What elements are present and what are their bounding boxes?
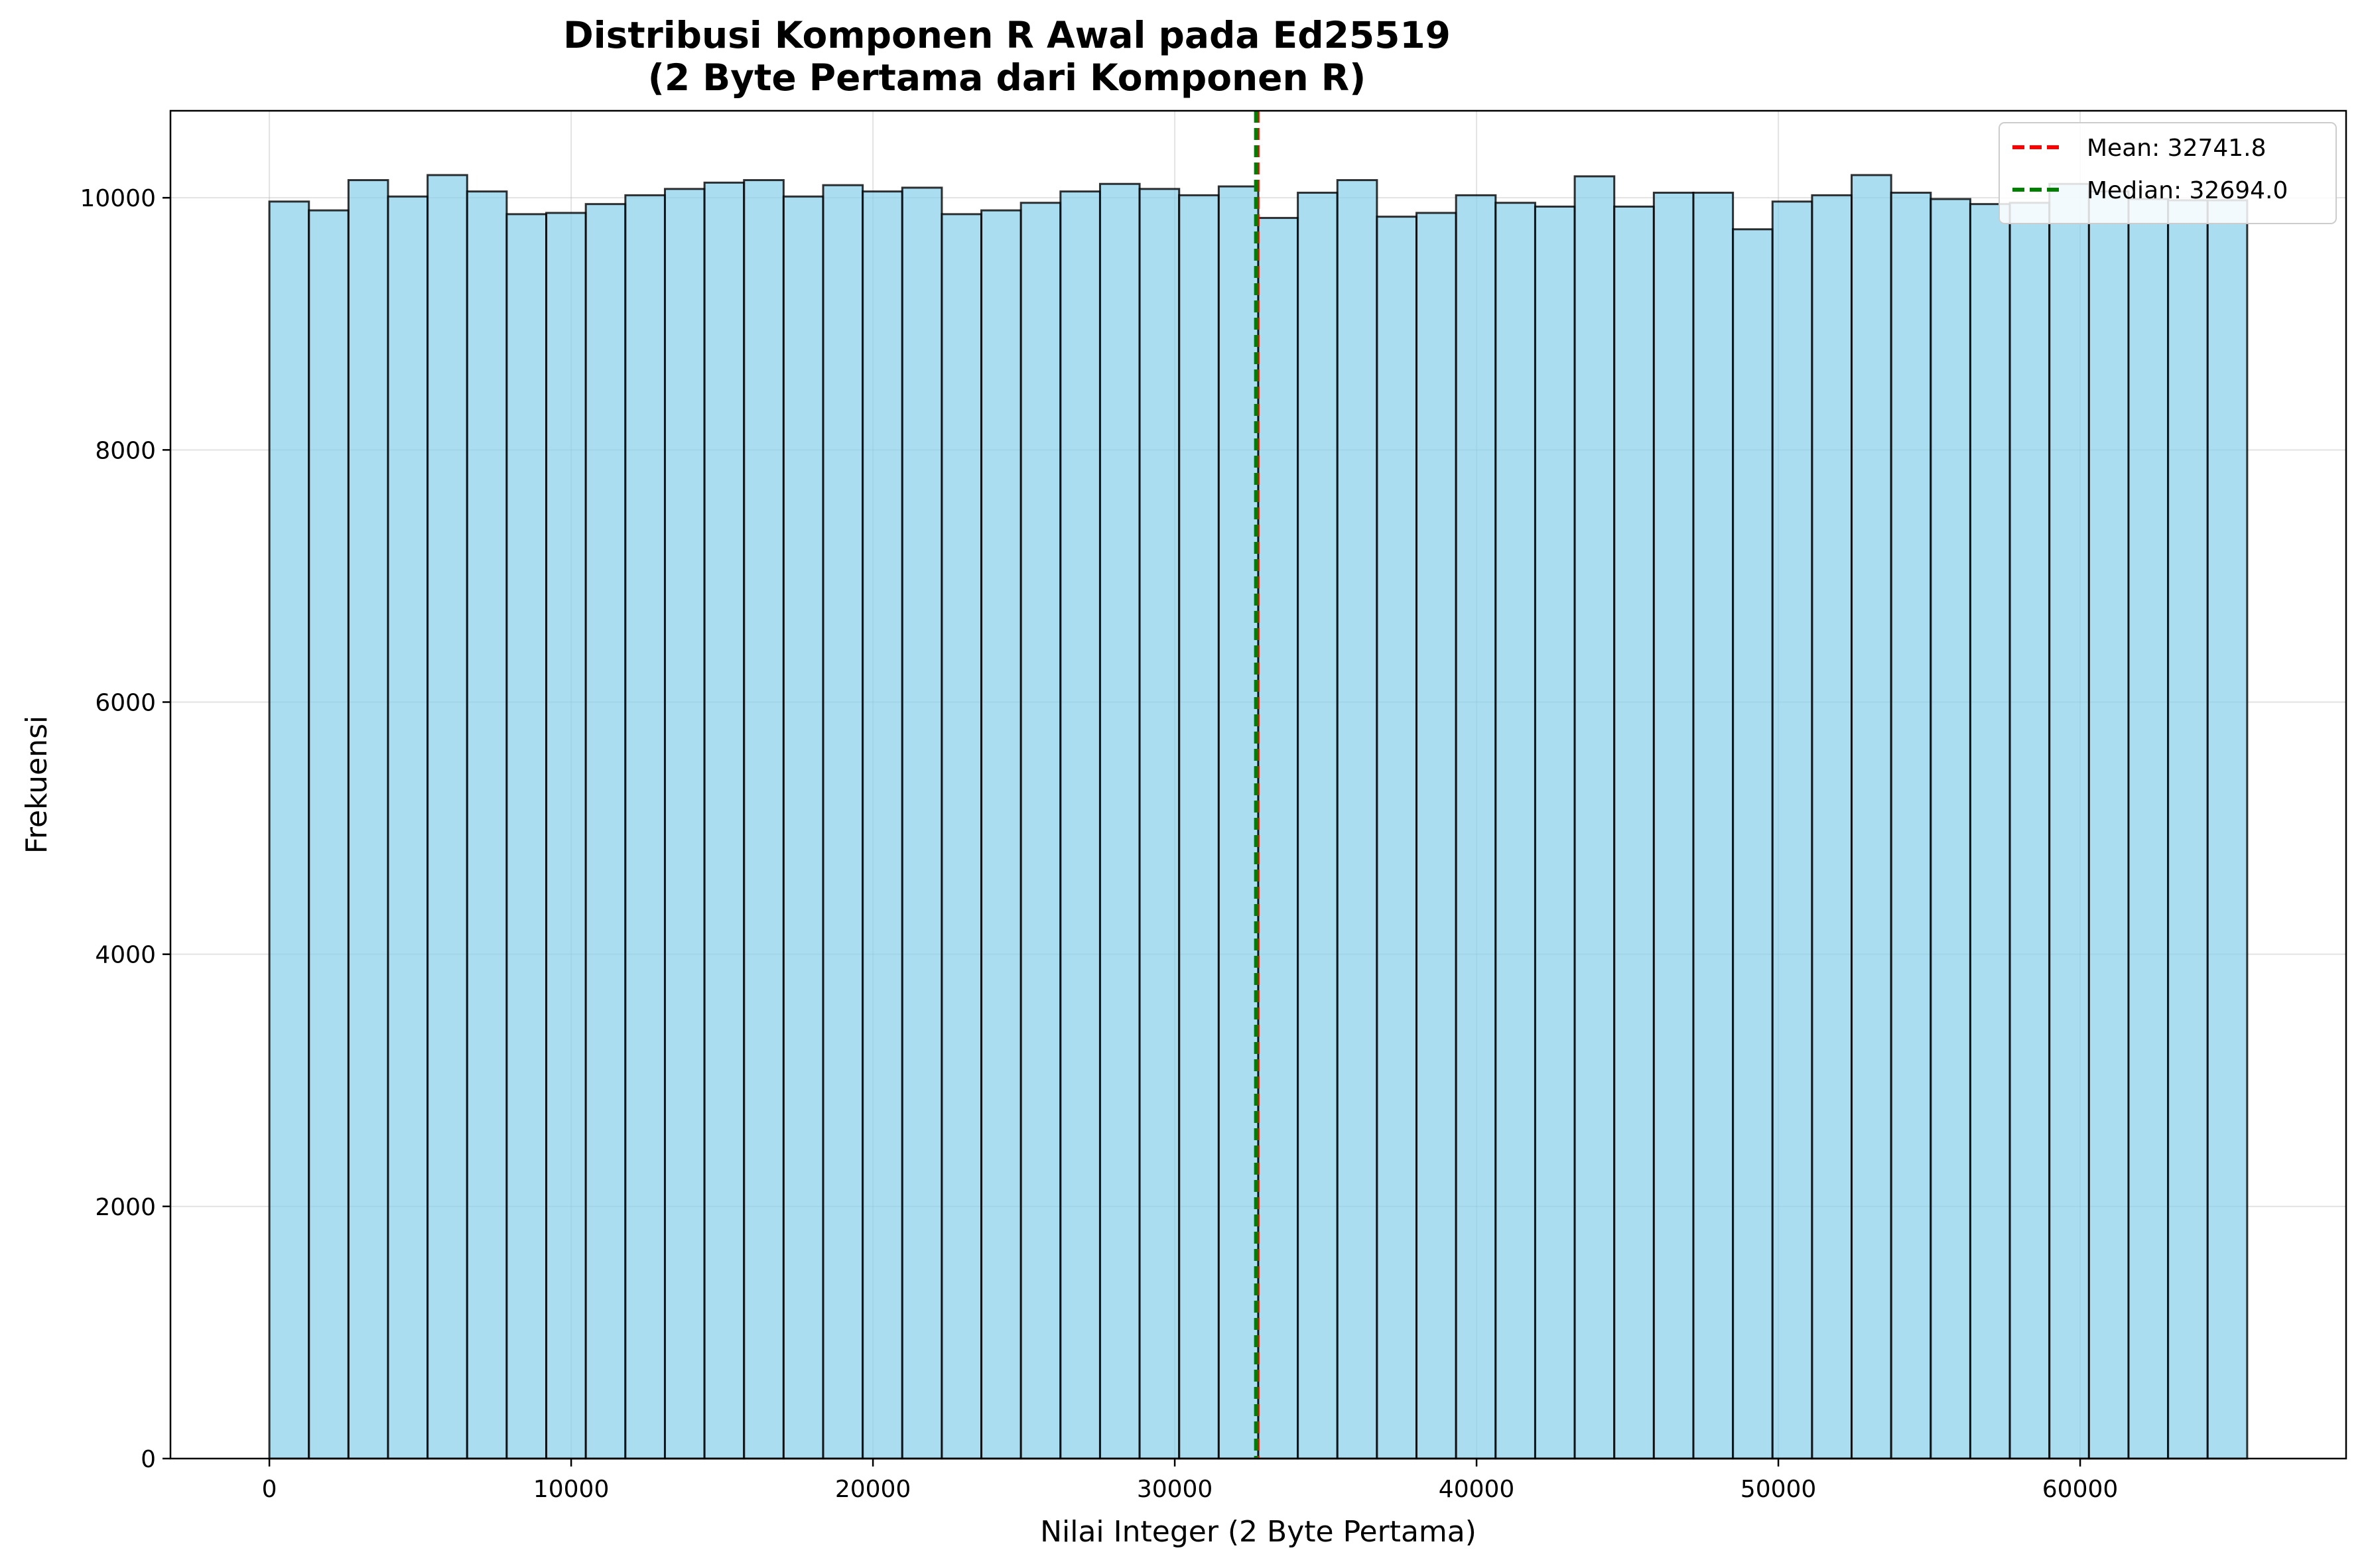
y-tick-label: 6000 bbox=[95, 689, 156, 716]
histogram-bar bbox=[901, 186, 943, 1460]
x-tick-label: 60000 bbox=[2042, 1476, 2119, 1503]
histogram-bar bbox=[1732, 228, 1774, 1460]
histogram-bar bbox=[1257, 217, 1299, 1460]
legend-mean-label: Mean: 32741.8 bbox=[2087, 135, 2266, 162]
x-tick-label: 40000 bbox=[1439, 1476, 1515, 1503]
histogram-bar bbox=[2127, 198, 2170, 1460]
histogram-bar bbox=[1455, 194, 1497, 1460]
legend-box bbox=[1999, 122, 2337, 224]
legend: Mean: 32741.8 Median: 32694.0 bbox=[1999, 122, 2337, 224]
plot-frame bbox=[169, 109, 2347, 1460]
histogram-bar bbox=[427, 174, 468, 1460]
histogram-bar bbox=[2087, 190, 2130, 1460]
histogram-bar bbox=[1890, 192, 1932, 1460]
histogram-bar bbox=[1811, 194, 1853, 1460]
histogram-bar bbox=[268, 200, 310, 1460]
histogram-bar bbox=[2008, 202, 2051, 1460]
histogram-bar bbox=[1969, 203, 2011, 1460]
histogram-bar bbox=[980, 209, 1022, 1460]
histogram-bar bbox=[663, 188, 706, 1460]
chart-subtitle: (2 Byte Pertama dari Komponen R) bbox=[648, 56, 1366, 99]
y-axis-label: Frekuensi bbox=[20, 716, 54, 854]
y-tick-label: 4000 bbox=[95, 942, 156, 969]
histogram-bar bbox=[1178, 194, 1220, 1460]
x-tick-label: 20000 bbox=[835, 1476, 911, 1503]
y-axis-ticks: 0 2000 4000 6000 8000 10000 bbox=[80, 185, 170, 1473]
histogram-bar bbox=[1217, 185, 1260, 1460]
histogram-bar bbox=[2206, 199, 2249, 1460]
histogram-bar bbox=[1692, 192, 1735, 1460]
x-tick-label: 10000 bbox=[533, 1476, 610, 1503]
histogram-bar bbox=[1415, 212, 1457, 1460]
x-axis-label: Nilai Integer (2 Byte Pertama) bbox=[1040, 1515, 1477, 1549]
x-tick-label: 0 bbox=[262, 1476, 277, 1503]
histogram-bar bbox=[1930, 198, 1971, 1460]
histogram-bar bbox=[308, 209, 350, 1460]
y-tick-label: 0 bbox=[141, 1446, 156, 1473]
histogram-bars bbox=[268, 174, 2249, 1460]
histogram-bar bbox=[1059, 190, 1101, 1460]
chart-title: Distribusi Komponen R Awal pada Ed25519 bbox=[563, 14, 1451, 56]
y-tick-label: 10000 bbox=[80, 185, 156, 212]
histogram-bar bbox=[1534, 205, 1576, 1460]
histogram-bar bbox=[1098, 182, 1141, 1460]
x-tick-label: 50000 bbox=[1740, 1476, 1817, 1503]
histogram-bar bbox=[862, 190, 903, 1460]
histogram-bar bbox=[1613, 205, 1655, 1460]
histogram-bar bbox=[1851, 174, 1892, 1460]
histogram-bar bbox=[743, 179, 785, 1460]
reference-lines bbox=[1254, 111, 1260, 1459]
histogram-bar bbox=[1138, 188, 1181, 1460]
x-tick-label: 30000 bbox=[1137, 1476, 1213, 1503]
histogram-bar bbox=[624, 194, 666, 1460]
histogram-bar bbox=[822, 184, 864, 1460]
histogram-bar bbox=[1297, 192, 1339, 1460]
histogram-bar bbox=[2167, 199, 2209, 1460]
histogram-bar bbox=[584, 203, 627, 1460]
histogram-bar bbox=[703, 181, 746, 1460]
histogram-bar bbox=[1494, 202, 1536, 1460]
histogram-bar bbox=[466, 190, 508, 1460]
histogram-bar bbox=[782, 195, 824, 1460]
histogram-bar bbox=[505, 213, 548, 1460]
x-axis-ticks: 0 10000 20000 30000 40000 50000 60000 bbox=[262, 1459, 2119, 1503]
histogram-bar bbox=[1019, 202, 1062, 1460]
y-tick-label: 8000 bbox=[95, 437, 156, 464]
histogram-bar bbox=[2048, 182, 2090, 1460]
legend-median-label: Median: 32694.0 bbox=[2087, 177, 2288, 204]
histogram-bar bbox=[1376, 216, 1418, 1460]
histogram-bar bbox=[545, 212, 587, 1460]
histogram-bar bbox=[1652, 192, 1695, 1460]
histogram-bar bbox=[1573, 175, 1616, 1460]
histogram-bar bbox=[941, 213, 983, 1460]
histogram-bar bbox=[387, 195, 429, 1460]
histogram-bar bbox=[1336, 179, 1378, 1460]
y-tick-label: 2000 bbox=[95, 1194, 156, 1221]
histogram-bar bbox=[1771, 200, 1813, 1460]
histogram-bar bbox=[347, 179, 389, 1460]
